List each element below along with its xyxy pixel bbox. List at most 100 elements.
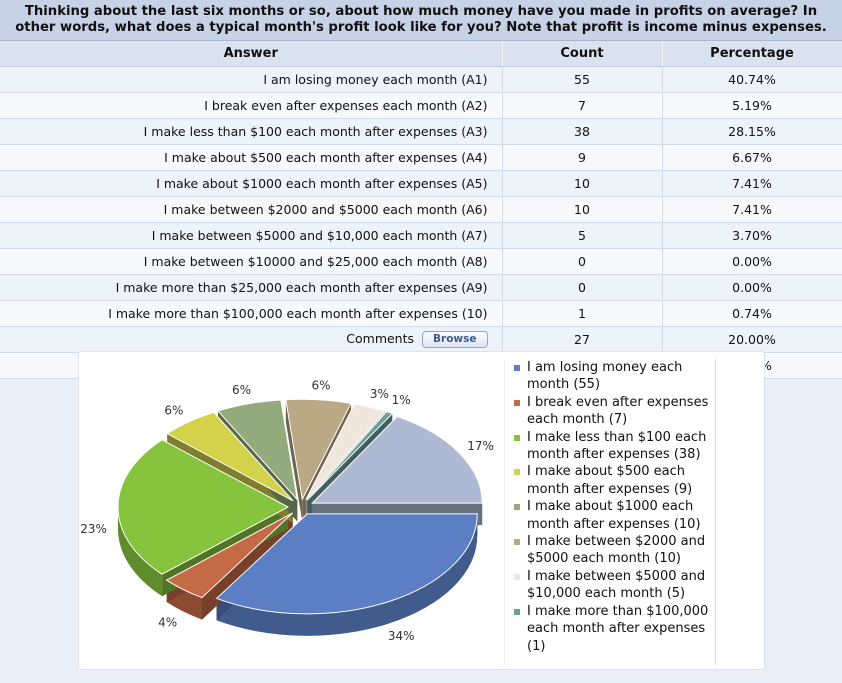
pie-slice-side	[118, 507, 163, 597]
pie-slice[interactable]	[311, 415, 483, 504]
count-cell: 27	[502, 326, 663, 353]
table-row: I break even after expenses each month (…	[0, 92, 842, 119]
slice-percent-label: 6%	[232, 383, 251, 397]
results-table: Answer Count Percentage I am losing mone…	[0, 41, 842, 379]
count-cell: 1	[502, 300, 663, 327]
count-cell: 0	[502, 248, 663, 275]
table-row: I make about $1000 each month after expe…	[0, 170, 842, 197]
pie-chart: 34% 4% 23% 6% 6% 6% 3% 1% 17%	[80, 379, 494, 643]
pie-slice[interactable]	[215, 513, 478, 615]
count-cell: 5	[502, 222, 663, 249]
answer-cell: I make more than $100,000 each month aft…	[0, 300, 503, 327]
legend-swatch	[514, 434, 520, 441]
percentage-cell: 5.19%	[662, 92, 842, 119]
table-row: I am losing money each month (A1) 55 40.74…	[0, 66, 842, 93]
percentage-cell: 28.15%	[662, 118, 842, 145]
pie-slice[interactable]	[285, 398, 352, 501]
legend-item[interactable]: I make less than $100 each month after e…	[505, 429, 715, 464]
count-cell: 10	[502, 170, 663, 197]
legend-item[interactable]: I am losing money each month (55)	[505, 359, 715, 394]
legend-label: I break even after expenses each month (…	[527, 394, 709, 428]
count-cell: 10	[502, 196, 663, 223]
pie-slice-side	[216, 513, 478, 636]
slice-percent-label: 6%	[312, 379, 331, 393]
table-row: I make less than $100 each month after e…	[0, 118, 842, 145]
answer-cell: I make about $1000 each month after expe…	[0, 170, 503, 197]
legend-label: I make about $500 each month after expen…	[527, 464, 693, 497]
table-row: I make more than $100,000 each month aft…	[0, 300, 842, 327]
pie-slice[interactable]	[166, 411, 294, 502]
count-cell: 38	[502, 118, 663, 145]
count-column-header: Count	[502, 41, 663, 67]
legend-item[interactable]: I break even after expenses each month (…	[505, 394, 715, 429]
percentage-cell: 40.74%	[662, 66, 842, 93]
comments-label: Comments	[346, 331, 415, 346]
legend-swatch	[514, 365, 520, 371]
legend-item[interactable]: I make between $5000 and $10,000 each mo…	[505, 568, 715, 603]
answer-cell: I make between $10000 and $25,000 each m…	[0, 248, 503, 275]
legend-swatch	[514, 504, 520, 511]
pie-slice[interactable]	[306, 411, 394, 501]
answer-column-header: Answer	[0, 41, 503, 67]
legend-item[interactable]: I make between $2000 and $5000 each mont…	[505, 533, 715, 568]
legend-label: I make between $5000 and $10,000 each mo…	[527, 568, 706, 602]
comments-cell: Comments Browse	[0, 326, 503, 353]
percentage-cell: 0.74%	[662, 300, 842, 327]
answer-cell: I make about $500 each month after expen…	[0, 144, 503, 171]
count-cell: 7	[502, 92, 663, 119]
legend-label: I make between $2000 and $5000 each mont…	[527, 534, 706, 567]
legend-item[interactable]: I make about $1000 each month after expe…	[505, 498, 715, 533]
percentage-cell: 0.00%	[662, 274, 842, 301]
slice-percent-label: 34%	[388, 629, 415, 643]
table-row: I make between $5000 and $10,000 each mo…	[0, 222, 842, 249]
pie-slice[interactable]	[165, 512, 293, 599]
pie-slice[interactable]	[117, 439, 290, 575]
pie-slice-face	[285, 399, 303, 522]
percentage-cell: 3.70%	[662, 222, 842, 249]
pie-labels: 34% 4% 23% 6% 6% 6% 3% 1% 17%	[80, 379, 494, 643]
legend-item[interactable]: I make more than $100,000 each month aft…	[505, 603, 715, 655]
legend-label: I am losing money each month (55)	[527, 360, 683, 393]
percentage-cell: 6.67%	[662, 144, 842, 171]
table-header-row: Answer Count Percentage	[0, 41, 842, 67]
answer-cell: I am losing money each month (A1)	[0, 66, 503, 93]
pie-slice[interactable]	[217, 399, 299, 502]
legend-item[interactable]: I make about $500 each month after expen…	[505, 463, 715, 498]
question-title: Thinking about the last six months or so…	[0, 0, 842, 41]
table-row: I make between $2000 and $5000 each mont…	[0, 196, 842, 223]
slice-percent-label: 1%	[392, 393, 411, 407]
table-row: I make more than $25,000 each month afte…	[0, 274, 842, 301]
answer-cell: I make less than $100 each month after e…	[0, 118, 503, 145]
pie-slice[interactable]	[305, 403, 387, 501]
browse-comments-button[interactable]: Browse	[422, 331, 488, 348]
count-cell: 55	[502, 66, 663, 93]
legend-swatch	[514, 469, 520, 476]
slice-percent-label: 6%	[164, 404, 183, 418]
comments-row: Comments Browse 27 20.00%	[0, 326, 842, 353]
percentage-cell: 7.41%	[662, 196, 842, 223]
percentage-cell: 7.41%	[662, 170, 842, 197]
answer-cell: I make between $5000 and $10,000 each mo…	[0, 222, 503, 249]
pie-tops	[117, 398, 483, 615]
legend-label: I make more than $100,000 each month aft…	[527, 603, 709, 654]
legend-label: I make about $1000 each month after expe…	[527, 499, 701, 532]
chart-legend[interactable]: I am losing money each month (55) I break…	[504, 359, 716, 665]
legend-swatch	[514, 539, 520, 546]
percentage-cell: 20.00%	[662, 326, 842, 353]
percentage-column-header: Percentage	[662, 41, 842, 67]
legend-swatch	[514, 608, 520, 615]
slice-percent-label: 23%	[80, 522, 107, 536]
legend-swatch	[514, 399, 520, 406]
count-cell: 0	[502, 274, 663, 301]
percentage-cell: 0.00%	[662, 248, 842, 275]
slice-percent-label: 4%	[158, 615, 177, 629]
pie-chart-panel: 34% 4% 23% 6% 6% 6% 3% 1% 17% I am losing money …	[78, 351, 765, 670]
legend-swatch	[514, 573, 520, 580]
legend-label: I make less than $100 each month after e…	[527, 429, 707, 463]
table-row: I make between $10000 and $25,000 each m…	[0, 248, 842, 275]
slice-percent-label: 3%	[370, 387, 389, 401]
answer-cell: I break even after expenses each month (…	[0, 92, 503, 119]
slice-percent-label: 17%	[467, 439, 494, 453]
count-cell: 9	[502, 144, 663, 171]
